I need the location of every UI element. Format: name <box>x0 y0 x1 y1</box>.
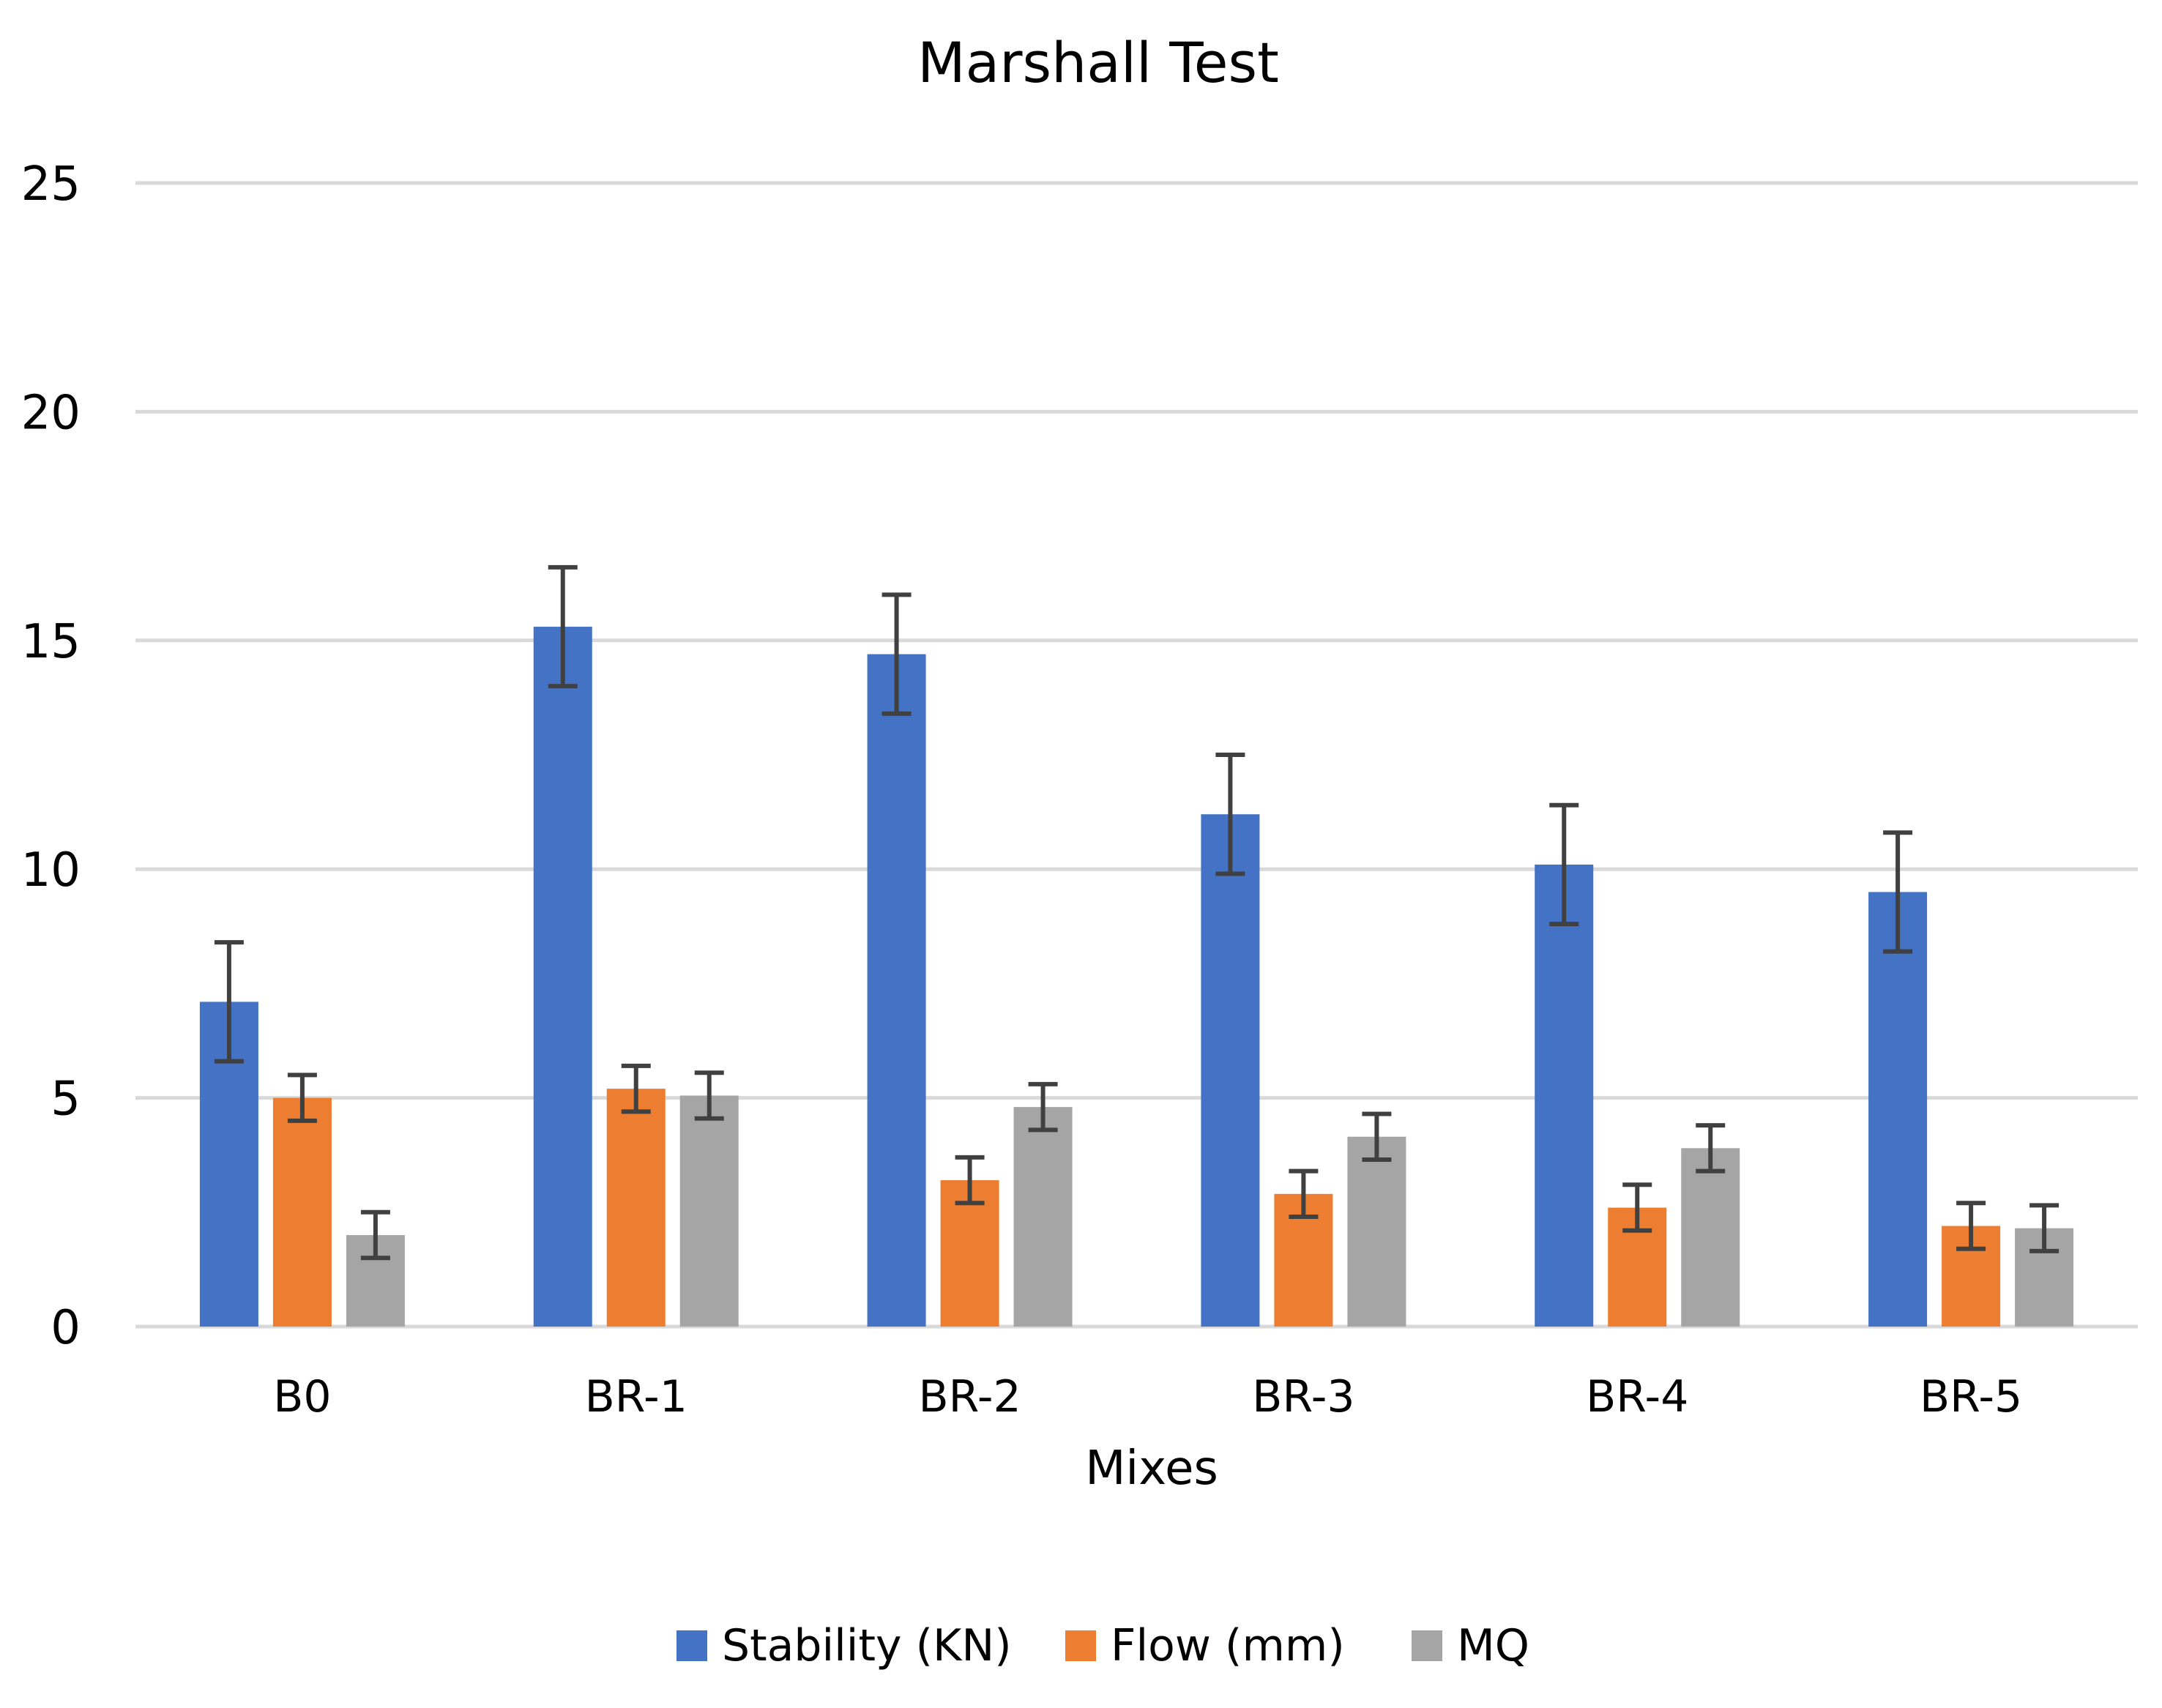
bar-flow-mm-b0 <box>272 1097 332 1327</box>
legend-swatch <box>676 1630 707 1661</box>
y-tick-label: 15 <box>21 615 81 669</box>
error-bar <box>1883 830 1913 954</box>
error-bar <box>214 940 244 1064</box>
gridlines <box>135 181 2138 1329</box>
bar-stability-kn-br-4 <box>1535 864 1594 1327</box>
error-bar <box>1028 1081 1058 1133</box>
error-bar <box>2029 1203 2060 1253</box>
error-bar <box>1622 1182 1652 1233</box>
y-axis-ticks: 0 5 10 15 20 25 <box>21 157 81 1355</box>
error-bars <box>214 564 2060 1261</box>
bar-stability-kn-br-5 <box>1868 892 1928 1327</box>
bars <box>199 627 2074 1327</box>
error-bar <box>621 1063 651 1114</box>
x-tick-label: BR-2 <box>918 1371 1021 1422</box>
bar-mq-br-1 <box>679 1095 739 1327</box>
y-tick-label: 20 <box>21 386 81 440</box>
error-bar <box>1696 1123 1726 1174</box>
bar-flow-mm-br-1 <box>606 1089 666 1327</box>
error-bar <box>360 1209 390 1261</box>
error-bar <box>1956 1201 1986 1251</box>
bar-stability-kn-br-2 <box>867 654 926 1327</box>
y-tick-label: 5 <box>51 1073 81 1127</box>
legend-label: MQ <box>1457 1620 1529 1671</box>
error-bar <box>881 592 912 716</box>
error-bar <box>1289 1168 1319 1220</box>
bar-mq-br-2 <box>1013 1107 1073 1327</box>
error-bar <box>548 564 578 689</box>
legend-item-flow-mm: Flow (mm) <box>1065 1620 1345 1671</box>
error-bar <box>1215 753 1245 876</box>
x-tick-label: BR-3 <box>1252 1371 1354 1422</box>
bar-stability-kn-br-3 <box>1201 814 1260 1327</box>
legend-item-stability-kn: Stability (KN) <box>676 1620 1012 1671</box>
chart-title: Marshall Test <box>917 30 1279 95</box>
legend: Stability (KN) Flow (mm) MQ <box>676 1620 1529 1671</box>
legend-item-mq: MQ <box>1412 1620 1529 1671</box>
x-tick-label: BR-4 <box>1586 1371 1688 1422</box>
x-axis-label: Mixes <box>1085 1442 1218 1496</box>
x-axis-ticks: B0 BR-1 BR-2 BR-3 BR-4 BR-5 <box>273 1371 2022 1422</box>
y-tick-label: 10 <box>21 843 81 898</box>
error-bar <box>955 1155 985 1206</box>
legend-label: Stability (KN) <box>722 1620 1012 1671</box>
error-bar <box>287 1073 317 1123</box>
bar-stability-kn-br-1 <box>533 627 592 1327</box>
x-tick-label: BR-5 <box>1920 1371 2022 1422</box>
error-bar <box>1362 1111 1392 1162</box>
bar-mq-br-3 <box>1347 1136 1406 1327</box>
error-bar <box>694 1070 724 1121</box>
legend-swatch <box>1065 1630 1096 1661</box>
y-tick-label: 0 <box>51 1301 81 1355</box>
y-tick-label: 25 <box>21 157 81 212</box>
x-tick-label: BR-1 <box>585 1371 687 1422</box>
x-tick-label: B0 <box>273 1371 331 1422</box>
legend-label: Flow (mm) <box>1111 1620 1345 1671</box>
error-bar <box>1549 802 1579 927</box>
legend-swatch <box>1412 1630 1442 1661</box>
bar-mq-br-4 <box>1681 1148 1740 1327</box>
